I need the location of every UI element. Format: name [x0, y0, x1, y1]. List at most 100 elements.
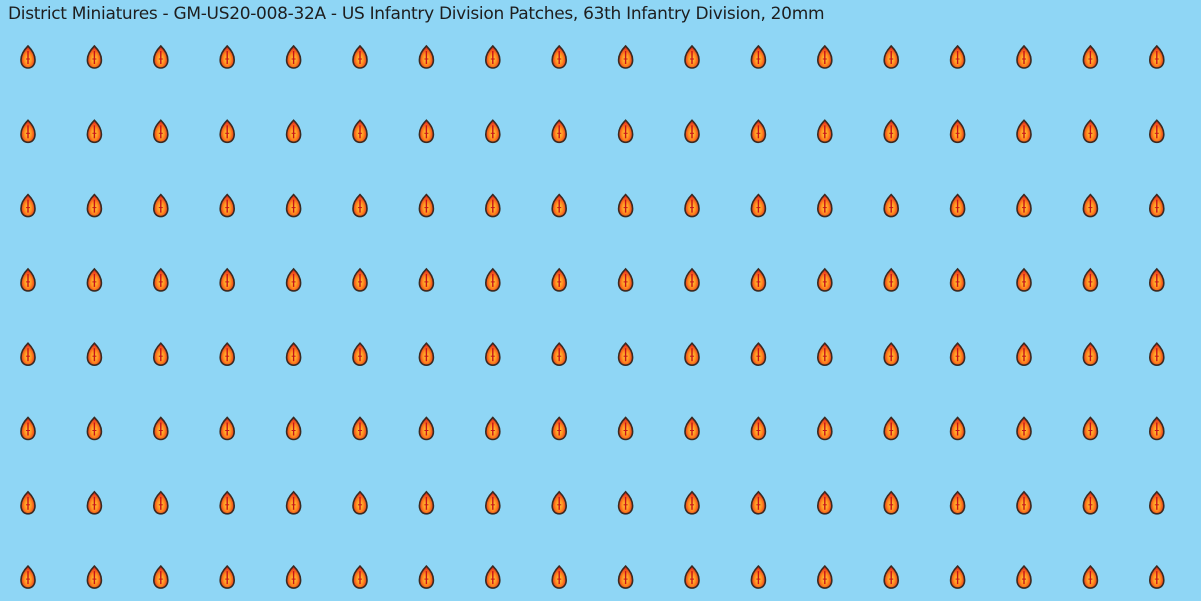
- patch: [684, 119, 700, 144]
- patch: [949, 416, 966, 441]
- patch: [285, 45, 302, 69]
- patch: [1149, 119, 1165, 144]
- patch: [1016, 416, 1032, 441]
- patch: [617, 490, 634, 515]
- patch: [219, 193, 235, 218]
- patch: [86, 193, 103, 218]
- patch: [1082, 416, 1099, 441]
- patch: [418, 119, 435, 144]
- patch: [551, 119, 568, 144]
- patch: [883, 45, 900, 69]
- patch: [153, 565, 169, 589]
- patch: [1149, 45, 1165, 69]
- patch: [153, 45, 169, 69]
- patch: [1016, 268, 1032, 292]
- patch: [1016, 565, 1032, 589]
- patch: [352, 119, 368, 144]
- patch: [352, 490, 368, 515]
- patch: [551, 193, 568, 218]
- patch: [20, 193, 36, 218]
- patch: [750, 45, 767, 69]
- patch: [816, 490, 833, 515]
- patch: [617, 119, 634, 144]
- patch: [617, 342, 634, 367]
- patch: [551, 45, 568, 69]
- patch: [816, 416, 833, 441]
- patch: [484, 342, 501, 367]
- patch: [551, 268, 568, 292]
- patch: [1149, 268, 1165, 292]
- patch: [352, 565, 368, 589]
- patch: [285, 342, 302, 367]
- patch: [484, 416, 501, 441]
- patch: [551, 490, 568, 515]
- patch: [20, 119, 36, 144]
- patch: [750, 193, 767, 218]
- patch: [418, 490, 435, 515]
- patch: [285, 119, 302, 144]
- patch: [617, 565, 634, 589]
- patch: [1082, 565, 1099, 589]
- patch: [20, 268, 36, 292]
- patch: [551, 565, 568, 589]
- patch: [949, 565, 966, 589]
- patch: [20, 565, 36, 589]
- patch: [1149, 565, 1165, 589]
- patch: [484, 193, 501, 218]
- patch: [352, 268, 368, 292]
- patch: [1082, 119, 1099, 144]
- patch: [20, 45, 36, 69]
- patch: [883, 119, 900, 144]
- patch: [484, 45, 501, 69]
- patch: [219, 565, 235, 589]
- patch: [883, 342, 900, 367]
- patch: [1149, 193, 1165, 218]
- patch: [949, 268, 966, 292]
- patch: [949, 193, 966, 218]
- patch: [617, 193, 634, 218]
- patch: [883, 416, 900, 441]
- patch: [153, 268, 169, 292]
- patch: [1016, 45, 1032, 69]
- patch: [1149, 416, 1165, 441]
- patch: [219, 490, 235, 515]
- patch: [285, 193, 302, 218]
- patch: [551, 416, 568, 441]
- patch: [352, 342, 368, 367]
- patch: [352, 45, 368, 69]
- patch: [684, 268, 700, 292]
- patch: [1082, 342, 1099, 367]
- patch: [418, 565, 435, 589]
- patch: [816, 45, 833, 69]
- patch: [1016, 342, 1032, 367]
- patch: [86, 45, 103, 69]
- patch: [684, 45, 700, 69]
- patch: [285, 268, 302, 292]
- patch: [484, 268, 501, 292]
- patch: [684, 416, 700, 441]
- patch: [219, 342, 235, 367]
- patch: [484, 565, 501, 589]
- patch: [20, 416, 36, 441]
- patch: [750, 565, 767, 589]
- patch: [883, 490, 900, 515]
- patch: [750, 342, 767, 367]
- patch: [484, 119, 501, 144]
- patch: [949, 119, 966, 144]
- patch: [418, 45, 435, 69]
- patch: [1149, 490, 1165, 515]
- patch: [418, 268, 435, 292]
- patch: [153, 342, 169, 367]
- patch: [883, 565, 900, 589]
- patch: [816, 193, 833, 218]
- title: District Miniatures - GM-US20-008-32A - …: [8, 4, 825, 24]
- patch: [484, 490, 501, 515]
- patch: [750, 119, 767, 144]
- patch: [1082, 490, 1099, 515]
- patch: [86, 268, 103, 292]
- patch: [617, 416, 634, 441]
- patch: [86, 342, 103, 367]
- patch: [1016, 193, 1032, 218]
